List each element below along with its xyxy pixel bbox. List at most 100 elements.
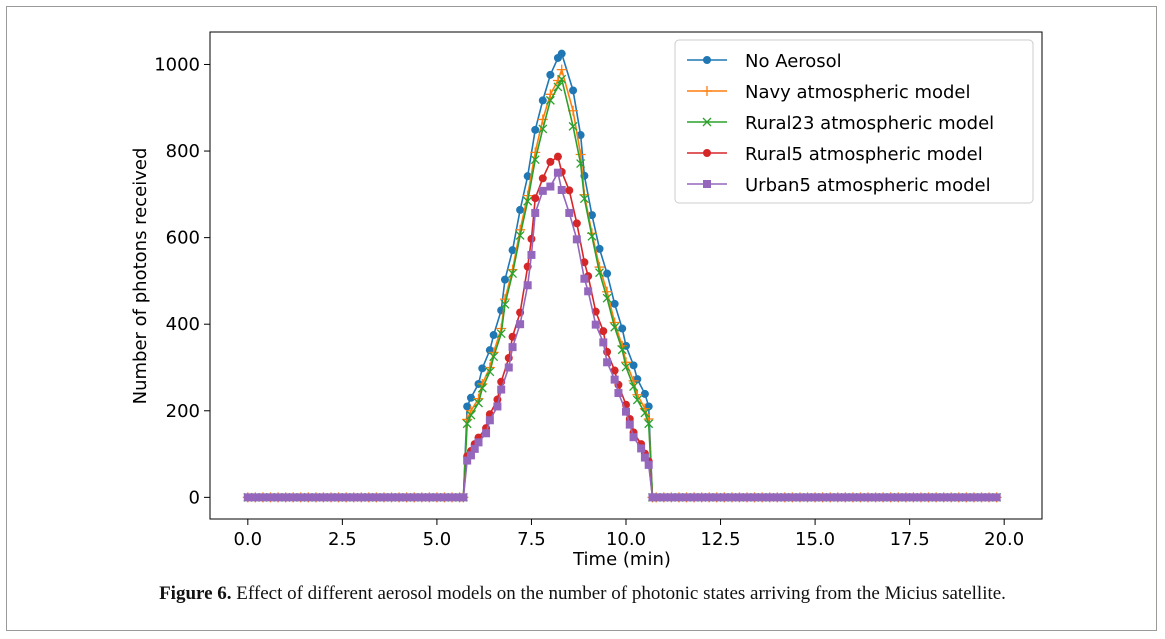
data-point — [364, 493, 373, 502]
data-point — [372, 493, 381, 502]
data-point — [334, 493, 343, 502]
series-line — [247, 170, 997, 499]
data-point — [909, 493, 918, 502]
data-point — [523, 281, 532, 290]
data-point — [485, 416, 494, 425]
data-point — [357, 493, 366, 502]
data-point — [565, 186, 574, 195]
legend-marker — [702, 86, 712, 96]
data-point — [497, 385, 506, 394]
legend-entry: No Aerosol — [687, 51, 842, 72]
data-point — [557, 74, 567, 84]
data-point — [640, 453, 649, 462]
data-point — [886, 493, 895, 502]
caption-text: Effect of different aerosol models on th… — [231, 583, 1006, 604]
data-point — [508, 246, 517, 255]
data-point — [349, 493, 358, 502]
legend-marker — [702, 117, 712, 127]
series-4 — [243, 168, 1001, 502]
data-point — [440, 493, 449, 502]
data-point — [758, 493, 767, 502]
data-point — [538, 96, 547, 105]
data-point — [720, 493, 729, 502]
figure-frame — [6, 6, 1157, 631]
data-point — [659, 493, 668, 502]
data-point — [576, 159, 586, 169]
chart: 0.0 2.5 5.0 7.5 10.0 12.5 15.0 17.5 20.0 0 200 400 6… — [130, 31, 1043, 570]
y-tick-label: 1000 — [154, 54, 200, 75]
data-point — [531, 194, 540, 203]
data-point — [579, 194, 589, 204]
data-point — [644, 460, 653, 469]
data-point — [527, 250, 536, 259]
data-point — [610, 322, 620, 332]
x-tick-label: 5.0 — [423, 529, 452, 550]
data-point — [584, 287, 593, 296]
data-point — [705, 493, 714, 502]
data-point — [557, 186, 566, 195]
data-point — [621, 362, 631, 372]
data-point — [485, 367, 495, 377]
data-point — [482, 429, 491, 438]
data-point — [580, 274, 589, 283]
data-point — [614, 389, 623, 398]
legend-entry: Navy atmospheric model — [687, 82, 971, 103]
data-point — [947, 493, 956, 502]
y-tick-label: 600 — [166, 228, 200, 249]
data-point — [342, 493, 351, 502]
data-point — [674, 493, 683, 502]
data-point — [523, 172, 532, 181]
y-tick-label: 800 — [166, 141, 200, 162]
legend-label: Rural23 atmospheric model — [745, 113, 994, 134]
data-point — [243, 493, 252, 502]
data-point — [610, 299, 619, 308]
legend-label: No Aerosol — [745, 51, 842, 72]
data-point — [432, 493, 441, 502]
data-point — [496, 329, 506, 339]
data-point — [924, 493, 933, 502]
data-point — [750, 493, 759, 502]
data-point — [379, 493, 388, 502]
data-point — [690, 493, 699, 502]
data-point — [599, 327, 608, 336]
x-tick-label: 12.5 — [701, 529, 741, 550]
x-tick-label: 10.0 — [606, 529, 646, 550]
data-point — [477, 383, 487, 393]
data-point — [618, 324, 627, 333]
legend-label: Navy atmospheric model — [745, 82, 971, 103]
data-point — [587, 211, 596, 220]
data-point — [463, 456, 472, 465]
data-point — [962, 493, 971, 502]
data-point — [637, 444, 646, 453]
data-point — [629, 361, 638, 370]
data-point — [266, 493, 275, 502]
data-point — [569, 86, 578, 95]
data-point — [463, 402, 472, 411]
series-layer — [242, 49, 1002, 503]
data-point — [417, 493, 426, 502]
data-point — [489, 331, 498, 340]
legend-marker — [703, 56, 711, 64]
y-axis-label: Number of photons received — [130, 148, 151, 405]
data-point — [667, 493, 676, 502]
data-point — [516, 320, 525, 329]
data-point — [395, 493, 404, 502]
data-point — [508, 269, 518, 279]
data-point — [595, 244, 604, 253]
data-point — [727, 493, 736, 502]
x-tick-label: 7.5 — [517, 529, 546, 550]
data-point — [565, 208, 574, 217]
data-point — [682, 493, 691, 502]
legend-entry: Rural23 atmospheric model — [687, 113, 994, 134]
data-point — [811, 493, 820, 502]
data-point — [644, 419, 654, 429]
data-point — [894, 493, 903, 502]
data-point — [311, 493, 320, 502]
data-point — [932, 493, 941, 502]
data-point — [531, 208, 540, 217]
y-tick-label: 400 — [166, 314, 200, 335]
data-point — [632, 395, 642, 405]
data-point — [969, 493, 978, 502]
data-point — [977, 493, 986, 502]
data-point — [500, 299, 510, 309]
